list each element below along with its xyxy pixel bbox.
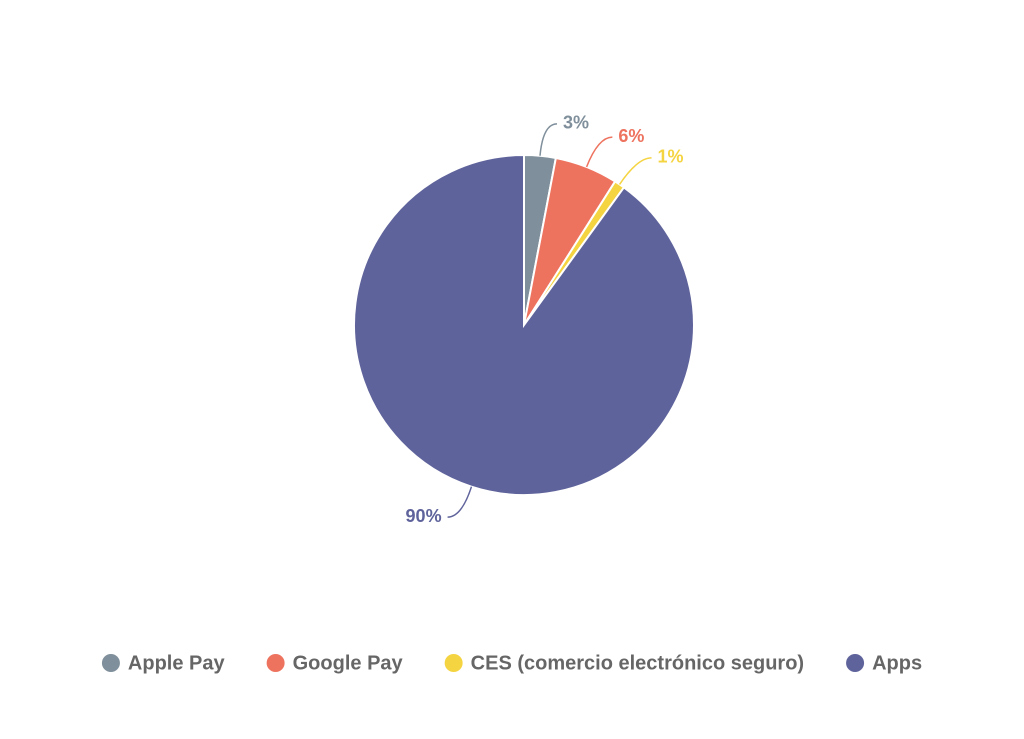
value-label: 3% <box>563 113 589 133</box>
legend-marker <box>846 654 865 672</box>
legend-label: Apps <box>872 652 922 674</box>
pie-slice <box>353 153 695 496</box>
value-label: 6% <box>618 126 644 146</box>
leader-line <box>585 136 613 168</box>
leader-line <box>618 157 652 185</box>
legend: Apple Pay Google Pay CES (comercio electró… <box>101 652 922 674</box>
value-label: 1% <box>658 147 684 167</box>
pie: 3% 6% 1% 90% <box>353 113 695 526</box>
legend-marker <box>444 654 463 672</box>
legend-item: Apps <box>846 652 922 674</box>
legend-marker <box>266 654 285 672</box>
legend-item: CES (comercio electrónico seguro) <box>444 652 804 674</box>
legend-item: Google Pay <box>266 652 404 674</box>
legend-marker <box>101 654 120 672</box>
value-label: 90% <box>406 506 442 526</box>
legend-label: CES (comercio electrónico seguro) <box>471 652 804 674</box>
legend-label: Apple Pay <box>128 652 226 674</box>
legend-label: Google Pay <box>293 652 404 674</box>
leader-line <box>539 123 558 156</box>
leader-line <box>447 486 473 518</box>
legend-item: Apple Pay <box>101 652 226 674</box>
